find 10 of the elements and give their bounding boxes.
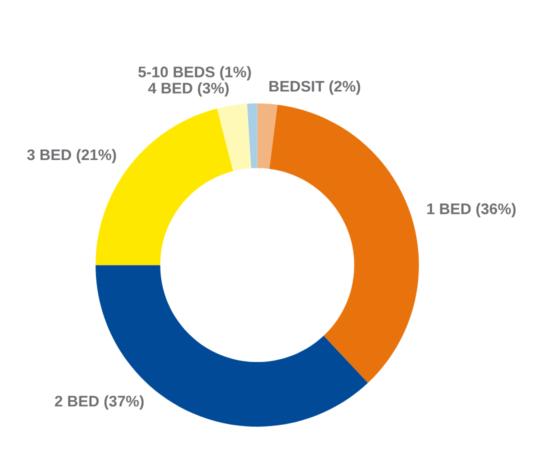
- slice-label: 1 BED (36%): [427, 203, 516, 218]
- donut-slice: [269, 104, 419, 383]
- slice-label: BEDSIT (2%): [269, 80, 360, 95]
- donut-slice: [247, 103, 258, 168]
- slice-label: 3 BED (21%): [27, 148, 116, 164]
- slice-label: 5-10 BEDS (1%): [138, 66, 251, 80]
- donut-slice: [217, 104, 252, 172]
- donut-slice: [257, 103, 278, 169]
- slice-label: 2 BED (37%): [54, 395, 144, 410]
- slice-label: 4 BED (3%): [148, 82, 229, 97]
